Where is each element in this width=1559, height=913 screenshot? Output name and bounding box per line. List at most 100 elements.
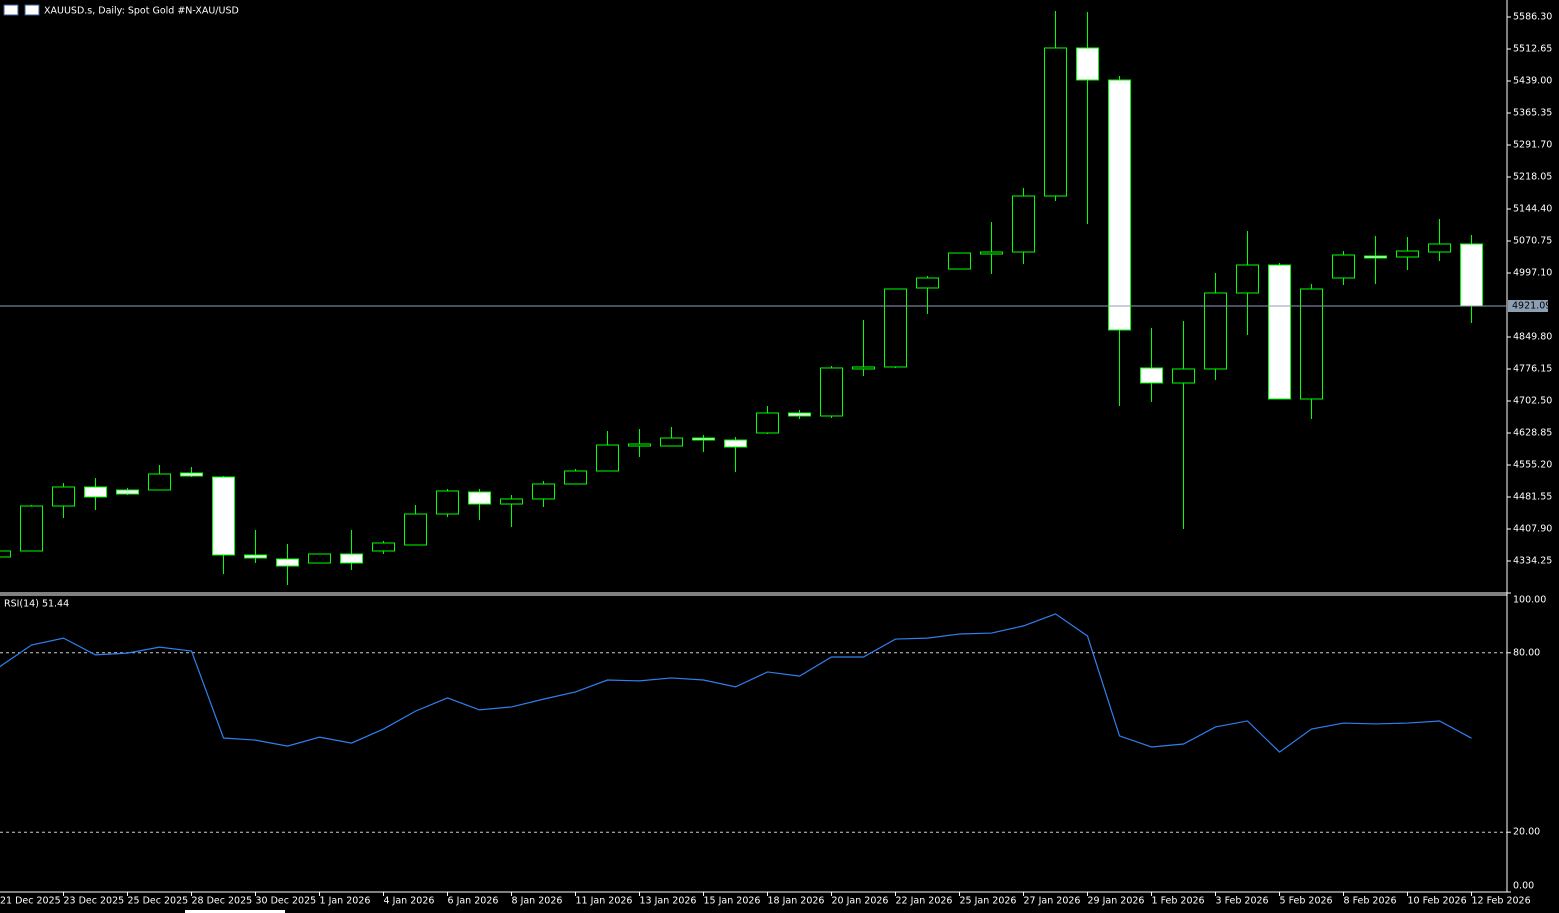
candle-body <box>0 550 11 558</box>
x-tick-label: 28 Dec 2025 <box>192 896 253 907</box>
candle-body <box>468 491 491 505</box>
candle-body <box>308 553 331 564</box>
candle-body <box>628 443 651 447</box>
y-tick-label: 0.00 <box>1513 881 1534 892</box>
x-tick-label: 22 Jan 2026 <box>896 896 953 907</box>
candle-body <box>916 277 939 289</box>
x-tick-label: 15 Jan 2026 <box>704 896 761 907</box>
x-tick-label: 5 Feb 2026 <box>1280 896 1333 907</box>
candle-body <box>1012 195 1035 253</box>
rsi-line <box>0 613 1472 753</box>
candle-body <box>596 444 619 472</box>
x-tick-label: 10 Feb 2026 <box>1408 896 1467 907</box>
y-tick-label: 4702.50 <box>1513 395 1552 406</box>
x-tick-label: 12 Feb 2026 <box>1472 896 1531 907</box>
x-tick-label: 27 Jan 2026 <box>1024 896 1081 907</box>
candle-body <box>244 554 267 559</box>
y-tick-label: 4407.90 <box>1513 523 1552 534</box>
x-tick-label: 18 Jan 2026 <box>768 896 825 907</box>
y-tick-label: 80.00 <box>1513 647 1540 658</box>
x-tick-label: 25 Dec 2025 <box>128 896 189 907</box>
candle-body <box>660 437 683 447</box>
y-tick-label: 5070.75 <box>1513 235 1552 246</box>
candle-body <box>788 412 811 417</box>
candle-body <box>52 486 75 507</box>
y-tick-label: 4997.10 <box>1513 267 1552 278</box>
candle-body <box>564 470 587 485</box>
y-tick-label: 5291.70 <box>1513 139 1552 150</box>
chart-title: XAUUSD.s, Daily: Spot Gold #N-XAU/USD <box>44 6 239 17</box>
candle-body <box>1300 288 1323 400</box>
y-tick-label: 5512.65 <box>1513 43 1552 54</box>
candle-body <box>212 476 235 556</box>
candle-body <box>276 558 299 567</box>
candle-body <box>1364 255 1387 259</box>
candle-body <box>116 489 139 495</box>
candle-body <box>372 542 395 552</box>
x-tick-label: 13 Jan 2026 <box>640 896 697 907</box>
candle-body <box>852 366 875 370</box>
y-tick-label: 5439.00 <box>1513 75 1552 86</box>
candle-body <box>1172 368 1195 384</box>
y-tick-label: 4628.85 <box>1513 427 1552 438</box>
candle-body <box>724 439 747 448</box>
x-tick-label: 3 Feb 2026 <box>1216 896 1269 907</box>
candle-body <box>404 513 427 546</box>
candle-body <box>820 367 843 417</box>
x-tick-label: 25 Jan 2026 <box>960 896 1017 907</box>
candle-body <box>20 505 43 552</box>
candle-body <box>1044 47 1067 197</box>
candle-body <box>1140 367 1163 384</box>
y-tick-label: 4555.20 <box>1513 459 1552 470</box>
candle-body <box>436 490 459 515</box>
candle-body <box>692 437 715 441</box>
x-tick-label: 30 Dec 2025 <box>256 896 317 907</box>
candle-body <box>884 288 907 368</box>
candle-body <box>148 473 171 491</box>
candle-body <box>1332 254 1355 279</box>
candle-body <box>84 486 107 498</box>
y-tick-label: 5586.30 <box>1513 11 1552 22</box>
candle-body <box>180 472 203 477</box>
x-tick-label: 23 Dec 2025 <box>64 896 125 907</box>
y-tick-label: 5144.40 <box>1513 203 1552 214</box>
candle-body <box>1076 47 1099 81</box>
candle-body <box>532 483 555 500</box>
candle-body <box>500 498 523 505</box>
candle-body <box>1236 264 1259 294</box>
candle-body <box>1268 264 1291 400</box>
candle-body <box>980 251 1003 255</box>
rsi-title: RSI(14) 51.44 <box>4 599 69 610</box>
x-tick-label: 6 Jan 2026 <box>448 896 499 907</box>
y-tick-label: 4776.15 <box>1513 363 1552 374</box>
candle-body <box>1428 243 1451 253</box>
current-price-box <box>1508 300 1548 313</box>
x-tick-label: 4 Jan 2026 <box>384 896 435 907</box>
y-tick-label: 4849.80 <box>1513 331 1552 342</box>
candle-body <box>948 252 971 270</box>
candle-body <box>1460 243 1483 307</box>
y-tick-label: 4481.55 <box>1513 491 1552 502</box>
scrollbar <box>185 910 285 913</box>
candle-body <box>1396 250 1419 258</box>
y-tick-label: 4334.25 <box>1513 555 1552 566</box>
toolbar-icons <box>3 4 40 16</box>
y-tick-label: 5365.35 <box>1513 107 1552 118</box>
current-price-label: 4921.09 <box>1512 301 1551 312</box>
candle-body <box>1204 292 1227 370</box>
x-tick-label: 8 Feb 2026 <box>1344 896 1397 907</box>
x-tick-label: 21 Dec 2025 <box>0 896 61 907</box>
candle-body <box>340 553 363 564</box>
candle-body <box>1108 79 1131 331</box>
y-tick-label: 5218.05 <box>1513 171 1552 182</box>
x-tick-label: 1 Feb 2026 <box>1152 896 1205 907</box>
x-tick-label: 8 Jan 2026 <box>512 896 563 907</box>
x-tick-label: 11 Jan 2026 <box>576 896 633 907</box>
x-tick-label: 29 Jan 2026 <box>1088 896 1145 907</box>
x-tick-label: 20 Jan 2026 <box>832 896 889 907</box>
y-tick-label: 20.00 <box>1513 827 1540 838</box>
x-tick-label: 1 Jan 2026 <box>320 896 371 907</box>
